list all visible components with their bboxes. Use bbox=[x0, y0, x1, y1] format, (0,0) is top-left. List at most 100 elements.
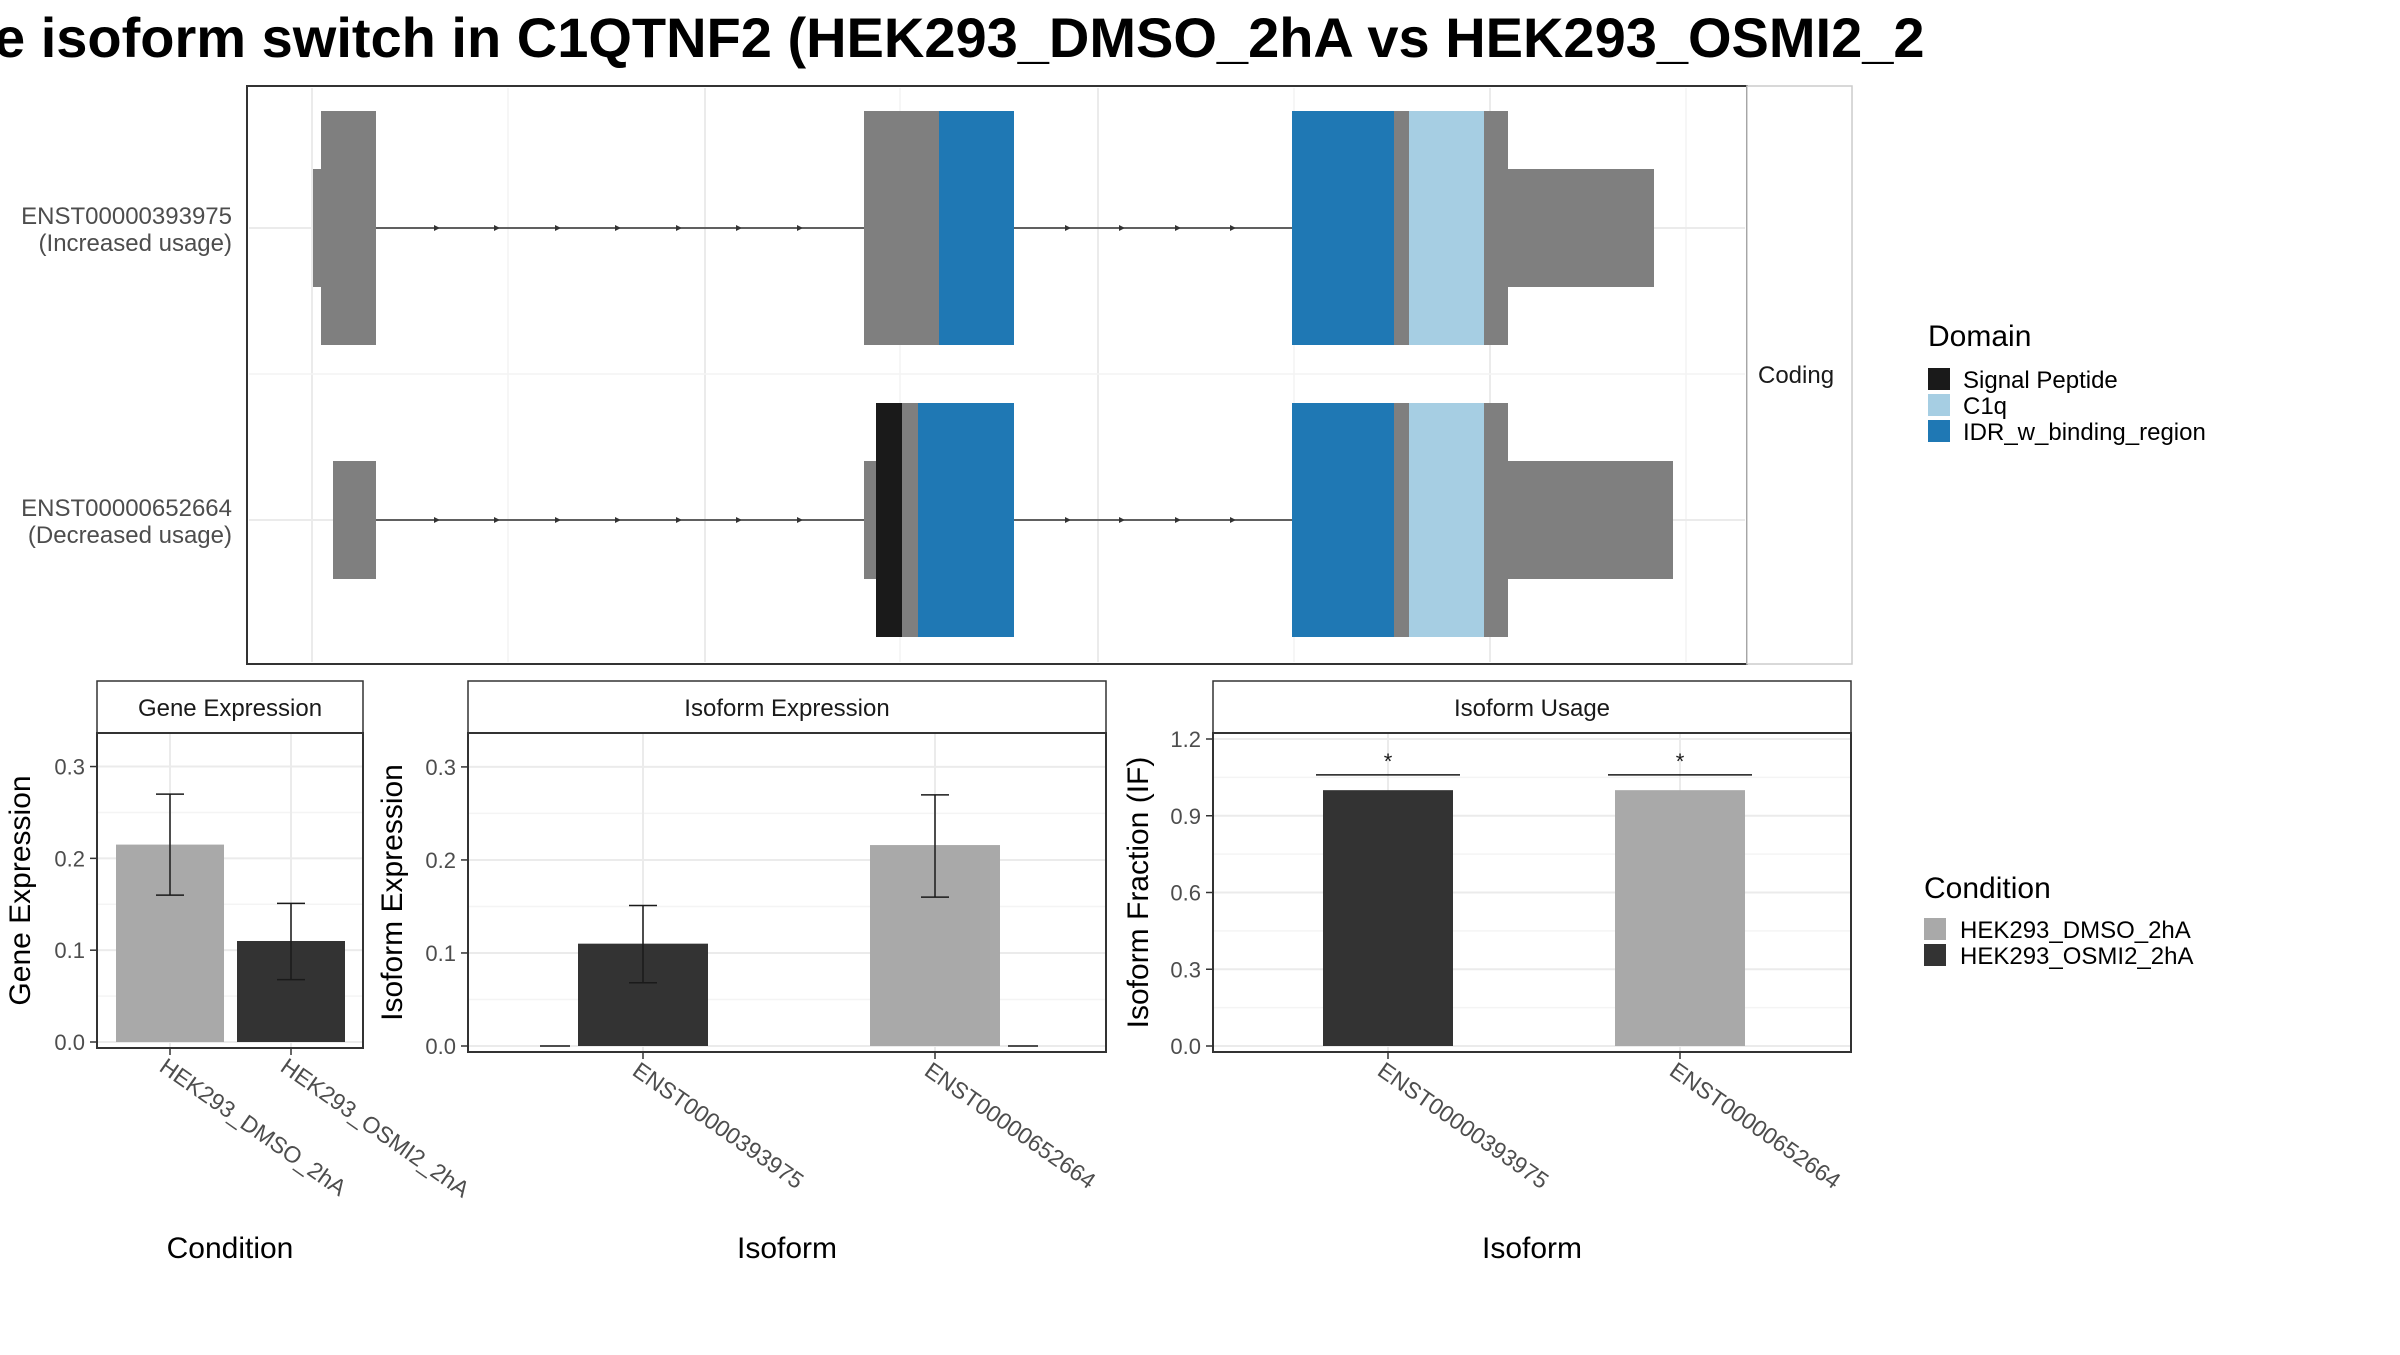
y-tick-label: 0.1 bbox=[425, 941, 456, 966]
exon bbox=[1484, 111, 1508, 345]
intron-direction-arrow bbox=[797, 225, 803, 231]
y-tick-label: 0.3 bbox=[1170, 957, 1201, 982]
domain-legend-title: Domain bbox=[1928, 320, 2031, 353]
y-axis-title: Isoform Fraction (IF) bbox=[1122, 757, 1155, 1029]
domain-c1q bbox=[1409, 403, 1485, 637]
intron-direction-arrow bbox=[555, 225, 561, 231]
structure-facet-strip bbox=[1746, 85, 1853, 665]
intron-direction-arrow bbox=[615, 225, 621, 231]
utr-exon bbox=[1507, 169, 1654, 287]
panel-title: Gene Expression bbox=[138, 695, 322, 722]
exon bbox=[1394, 403, 1410, 637]
intron-direction-arrow bbox=[1175, 517, 1181, 523]
y-axis-title: Isoform Expression bbox=[376, 764, 409, 1021]
legend-swatch-idr bbox=[1928, 420, 1950, 442]
panel-border bbox=[467, 732, 1107, 1053]
intron-direction-arrow bbox=[494, 225, 500, 231]
isoform-label-1-usage: (Increased usage) bbox=[39, 230, 232, 257]
legend-label-idr: IDR_w_binding_region bbox=[1963, 419, 2206, 446]
condition-legend: Condition HEK293_DMSO_2hA HEK293_OSMI2_2… bbox=[1924, 872, 2193, 970]
panel-strip bbox=[1212, 680, 1852, 734]
exon bbox=[321, 111, 376, 345]
structure-transcripts bbox=[313, 111, 1673, 637]
intron-direction-arrow bbox=[736, 225, 742, 231]
domain-signal-peptide bbox=[876, 403, 903, 637]
intron-direction-arrow bbox=[676, 517, 682, 523]
intron-direction-arrow bbox=[434, 517, 440, 523]
y-tick-label: 0.6 bbox=[1170, 881, 1201, 906]
y-tick-label: 0.2 bbox=[425, 848, 456, 873]
utr-exon bbox=[333, 461, 376, 579]
y-tick-label: 0.0 bbox=[1170, 1034, 1201, 1059]
structure-facet-label: Coding bbox=[1758, 362, 1834, 389]
x-tick-label: ENST00000393975 bbox=[628, 1057, 808, 1194]
y-tick-label: 0.2 bbox=[54, 846, 85, 871]
legend-swatch-c1q bbox=[1928, 394, 1950, 416]
domain-legend: Domain Signal Peptide C1q IDR_w_binding_… bbox=[1928, 320, 2206, 446]
intron-direction-arrow bbox=[1230, 225, 1236, 231]
panel-title: Isoform Expression bbox=[684, 695, 889, 722]
legend-swatch-osmi2 bbox=[1924, 944, 1946, 966]
y-tick-label: 0.0 bbox=[54, 1030, 85, 1055]
isoform-label-2-id: ENST00000652664 bbox=[21, 495, 232, 522]
significance-star: * bbox=[1676, 749, 1685, 774]
legend-label-signal-peptide: Signal Peptide bbox=[1963, 367, 2118, 394]
intron-direction-arrow bbox=[1175, 225, 1181, 231]
legend-label-dmso: HEK293_DMSO_2hA bbox=[1960, 917, 2191, 944]
structure-panel: Coding ENST00000393975 (Increased usage)… bbox=[21, 85, 1853, 665]
chart-panel-1: Gene Expression0.00.10.20.3HEK293_DMSO_2… bbox=[4, 680, 475, 1265]
intron-direction-arrow bbox=[1065, 225, 1071, 231]
y-tick-label: 0.1 bbox=[54, 938, 85, 963]
significance-star: * bbox=[1384, 749, 1393, 774]
bar bbox=[1323, 790, 1453, 1046]
exon bbox=[1484, 403, 1508, 637]
intron-direction-arrow bbox=[676, 225, 682, 231]
y-tick-label: 0.9 bbox=[1170, 804, 1201, 829]
x-axis-title: Isoform bbox=[1482, 1232, 1582, 1265]
utr-exon bbox=[864, 461, 878, 579]
x-tick-label: HEK293_OSMI2_2hA bbox=[276, 1053, 475, 1203]
y-axis-title: Gene Expression bbox=[4, 775, 37, 1005]
y-tick-label: 0.0 bbox=[425, 1034, 456, 1059]
domain-idr-binding-region bbox=[918, 403, 1014, 637]
x-axis-title: Isoform bbox=[737, 1232, 837, 1265]
utr-exon bbox=[313, 169, 323, 287]
exon bbox=[902, 403, 919, 637]
chart-panel-3: Isoform Usage 0.0 0.3 0.6 0.9 1.2 * * ENST000003… bbox=[1122, 680, 1852, 1265]
domain-idr-binding-region bbox=[1292, 403, 1395, 637]
domain-idr-binding-region bbox=[939, 111, 1014, 345]
legend-swatch-signal-peptide bbox=[1928, 368, 1950, 390]
domain-idr-binding-region bbox=[1292, 111, 1395, 345]
intron-direction-arrow bbox=[1065, 517, 1071, 523]
intron-direction-arrow bbox=[1230, 517, 1236, 523]
x-axis-title: Condition bbox=[167, 1232, 294, 1265]
domain-c1q bbox=[1409, 111, 1485, 345]
isoform-label-1-id: ENST00000393975 bbox=[21, 203, 232, 230]
intron-direction-arrow bbox=[555, 517, 561, 523]
exon bbox=[1394, 111, 1410, 345]
y-tick-label: 0.3 bbox=[54, 755, 85, 780]
isoform-label-2-usage: (Decreased usage) bbox=[28, 522, 232, 549]
condition-legend-title: Condition bbox=[1924, 872, 2051, 905]
figure-title: e isoform switch in C1QTNF2 (HEK293_DMSO… bbox=[0, 6, 1925, 69]
intron-direction-arrow bbox=[494, 517, 500, 523]
intron-direction-arrow bbox=[434, 225, 440, 231]
chart-panel-2: Isoform Expression 0.0 0.1 0.2 0.3 ENST000003… bbox=[376, 680, 1107, 1265]
x-tick-label: ENST00000393975 bbox=[1373, 1057, 1553, 1194]
legend-swatch-dmso bbox=[1924, 918, 1946, 940]
intron-direction-arrow bbox=[615, 517, 621, 523]
bar bbox=[1615, 790, 1745, 1046]
intron-direction-arrow bbox=[736, 517, 742, 523]
intron-direction-arrow bbox=[1119, 225, 1125, 231]
legend-label-c1q: C1q bbox=[1963, 393, 2007, 420]
y-tick-label: 1.2 bbox=[1170, 727, 1201, 752]
exon bbox=[864, 111, 940, 345]
intron-direction-arrow bbox=[797, 517, 803, 523]
legend-label-osmi2: HEK293_OSMI2_2hA bbox=[1960, 943, 2193, 970]
bar-chart-panels: Gene Expression0.00.10.20.3HEK293_DMSO_2… bbox=[4, 680, 1852, 1265]
x-tick-label: ENST00000652664 bbox=[920, 1057, 1101, 1194]
panel-title: Isoform Usage bbox=[1454, 695, 1610, 722]
panel-strip bbox=[96, 680, 364, 734]
